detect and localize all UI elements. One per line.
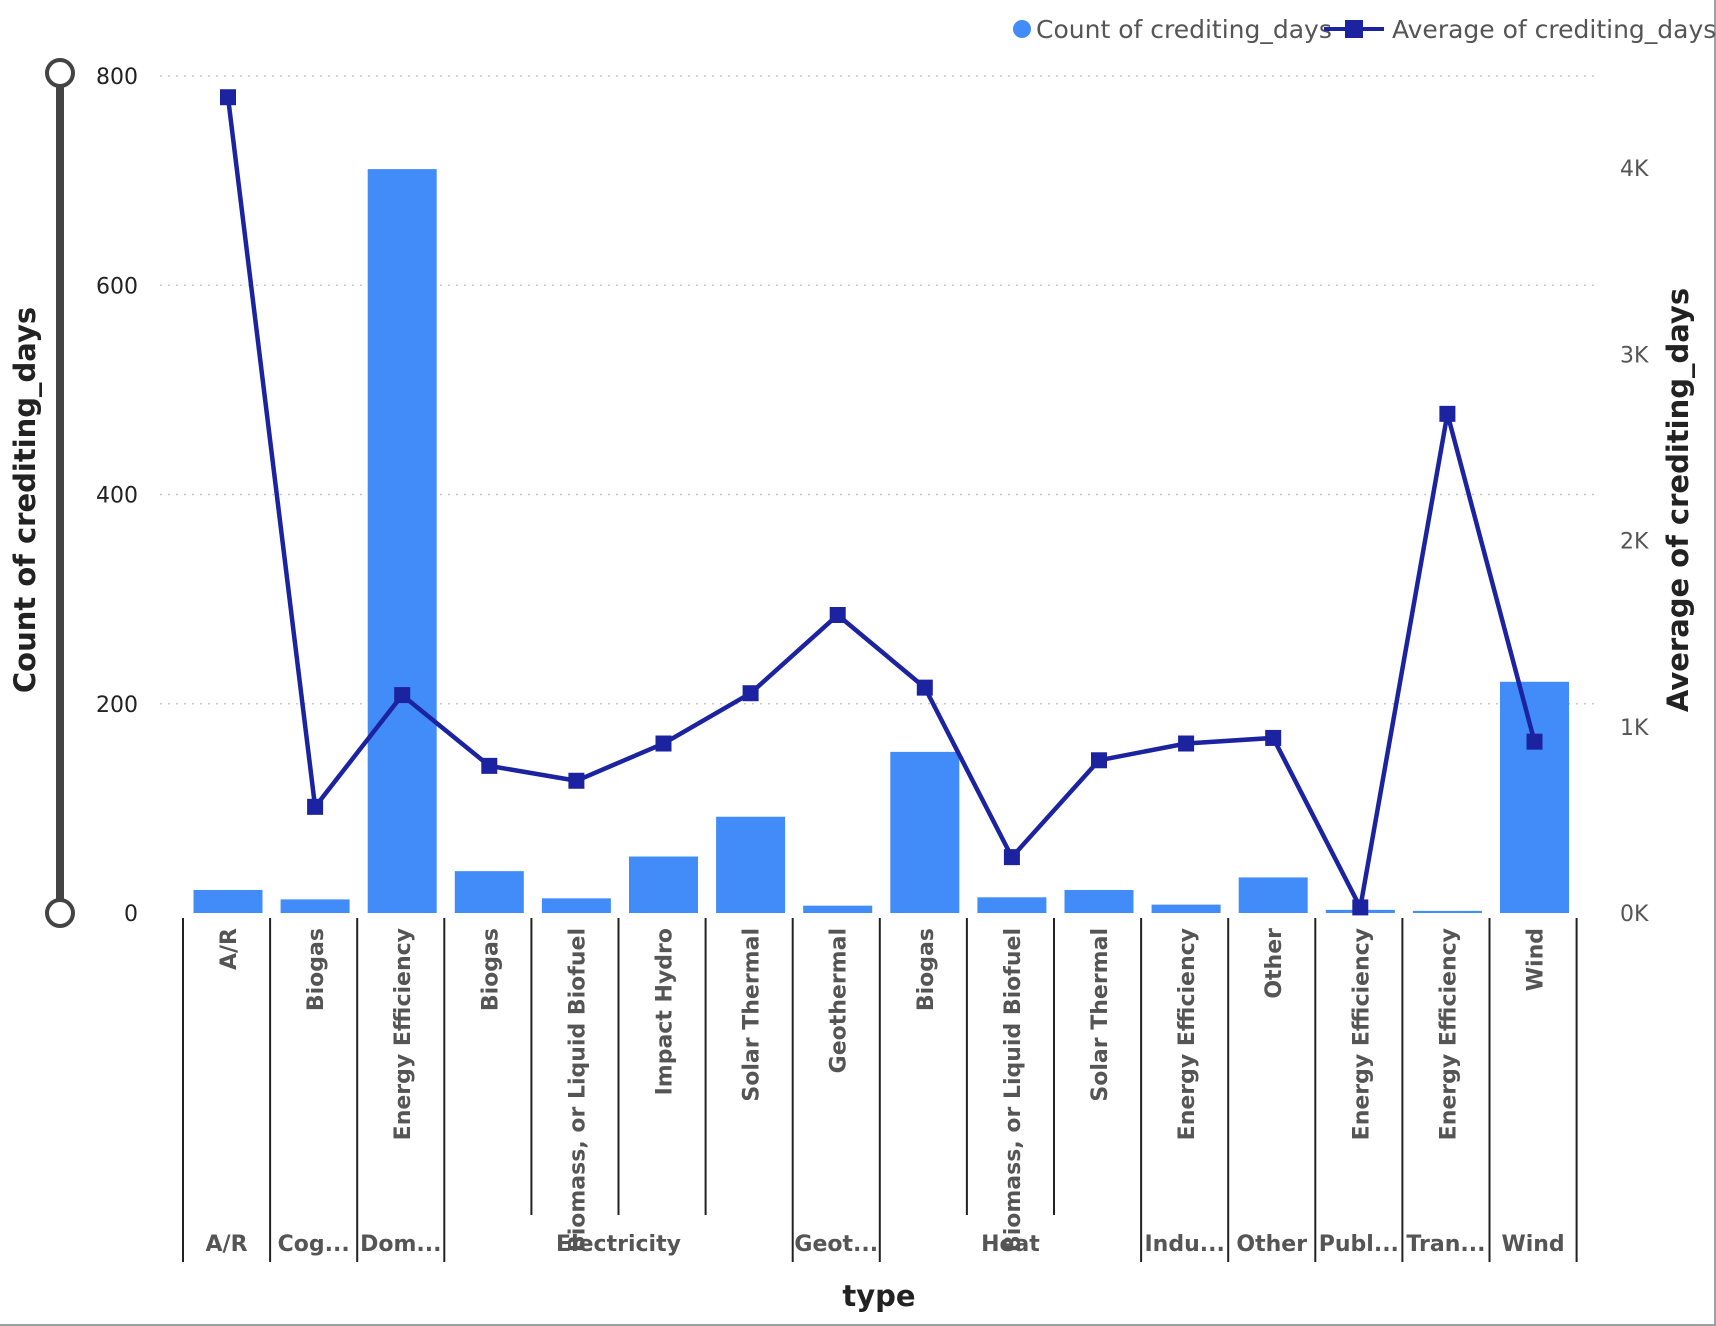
x-tick-label: Biogas bbox=[478, 928, 503, 1011]
bar[interactable] bbox=[629, 856, 698, 913]
line-point[interactable] bbox=[481, 757, 498, 774]
x-tick-label: Solar Thermal bbox=[1088, 928, 1113, 1102]
x-tick-label: Solar Thermal bbox=[740, 928, 765, 1102]
bar[interactable] bbox=[454, 871, 524, 913]
bar[interactable] bbox=[367, 169, 437, 913]
x-tick-label: Geothermal bbox=[827, 928, 852, 1073]
y-left-tick-label: 400 bbox=[96, 484, 138, 509]
bar[interactable] bbox=[1151, 904, 1221, 913]
y-right-tick-label: 1K bbox=[1620, 716, 1649, 741]
line-point[interactable] bbox=[1091, 752, 1107, 769]
x-group-label: Geot... bbox=[794, 1232, 878, 1257]
line-point[interactable] bbox=[394, 687, 411, 704]
x-tick-label: Biogas bbox=[914, 928, 939, 1011]
slider-handle-bottom[interactable] bbox=[45, 898, 75, 928]
x-tick-label: Impact Hydro bbox=[653, 928, 678, 1095]
y-right-tick-label: 0K bbox=[1620, 902, 1649, 927]
line-point[interactable] bbox=[655, 735, 672, 752]
legend-line-square bbox=[1345, 20, 1363, 38]
x-tick-label: A/R bbox=[217, 928, 242, 970]
line-point[interactable] bbox=[1526, 733, 1543, 750]
x-tick-label: Other bbox=[1262, 928, 1287, 999]
line-point[interactable] bbox=[1178, 735, 1195, 752]
line-point[interactable] bbox=[1352, 899, 1369, 916]
bar[interactable] bbox=[1238, 877, 1308, 913]
line-path bbox=[225, 96, 1537, 910]
line-point[interactable] bbox=[1003, 849, 1020, 866]
x-tick-label: Energy Efficiency bbox=[1436, 928, 1461, 1140]
x-tick-label: Biomass, or Liquid Biofuel bbox=[1001, 928, 1026, 1252]
x-axis: A/R Biogas Energy Efficiency Biogas Biomass,… bbox=[182, 918, 1578, 1262]
bar[interactable] bbox=[803, 905, 873, 913]
bar[interactable] bbox=[541, 898, 611, 913]
y-left-axis-title: Count of crediting_days bbox=[8, 307, 42, 693]
x-group-label: Other bbox=[1236, 1232, 1307, 1257]
x-group-label: Tran... bbox=[1406, 1232, 1485, 1257]
x-group-label: Heat bbox=[981, 1232, 1040, 1257]
bar[interactable] bbox=[1064, 889, 1134, 913]
y-left-tick-label: 200 bbox=[96, 693, 138, 718]
y-axis-zoom-slider[interactable] bbox=[45, 58, 75, 928]
line-point[interactable] bbox=[829, 607, 846, 623]
line-point[interactable] bbox=[916, 679, 933, 696]
x-tick-label: Energy Efficiency bbox=[391, 928, 416, 1140]
x-group-label: Publ... bbox=[1319, 1232, 1399, 1257]
y-right-tick-label: 3K bbox=[1620, 343, 1649, 368]
line-point[interactable] bbox=[1439, 405, 1456, 422]
bar[interactable] bbox=[716, 816, 786, 913]
slider-handle-top[interactable] bbox=[45, 58, 75, 88]
bar[interactable] bbox=[1412, 910, 1482, 913]
y-right-tick-labels: 0K 1K 2K 3K 4K bbox=[1620, 157, 1649, 927]
line-point[interactable] bbox=[568, 772, 585, 789]
x-group-label: Electricity bbox=[556, 1232, 681, 1257]
x-group-label: Indu... bbox=[1144, 1232, 1224, 1257]
line-point[interactable] bbox=[742, 685, 759, 702]
bar[interactable] bbox=[890, 751, 960, 913]
x-group-label: Dom... bbox=[360, 1232, 441, 1257]
x-group-label: A/R bbox=[206, 1232, 248, 1257]
x-axis-title: type bbox=[842, 1279, 915, 1313]
bar[interactable] bbox=[1500, 681, 1569, 913]
x-tick-label: Biogas bbox=[304, 928, 329, 1011]
x-group-label: Wind bbox=[1501, 1232, 1564, 1257]
legend-bar-label: Count of crediting_days bbox=[1036, 15, 1332, 44]
x-group-label: Cog... bbox=[278, 1232, 350, 1257]
bar-series bbox=[193, 169, 1569, 913]
line-point[interactable] bbox=[220, 89, 236, 106]
line-series bbox=[220, 89, 1543, 916]
legend[interactable]: Count of crediting_days Average of credi… bbox=[1013, 15, 1716, 44]
line-point[interactable] bbox=[307, 798, 324, 815]
bar[interactable] bbox=[193, 889, 263, 913]
x-tick-label: Energy Efficiency bbox=[1349, 928, 1374, 1140]
x-tick-label: Wind bbox=[1524, 928, 1549, 991]
bar[interactable] bbox=[977, 897, 1047, 913]
x-tick-label: Biomass, or Liquid Biofuel bbox=[565, 928, 590, 1252]
y-right-axis-title: Average of crediting_days bbox=[1661, 288, 1695, 712]
legend-bar-marker bbox=[1013, 20, 1031, 38]
legend-line-label: Average of crediting_days bbox=[1392, 15, 1716, 44]
y-left-tick-label: 800 bbox=[96, 65, 138, 90]
bar[interactable] bbox=[280, 899, 350, 913]
y-left-tick-labels: 0 200 400 600 800 bbox=[96, 65, 138, 927]
y-left-tick-label: 0 bbox=[124, 902, 138, 927]
y-left-tick-label: 600 bbox=[96, 274, 138, 299]
x-tick-label: Energy Efficiency bbox=[1175, 928, 1200, 1140]
y-right-tick-label: 4K bbox=[1620, 157, 1649, 182]
line-point[interactable] bbox=[1265, 729, 1282, 746]
y-right-tick-label: 2K bbox=[1620, 530, 1649, 555]
